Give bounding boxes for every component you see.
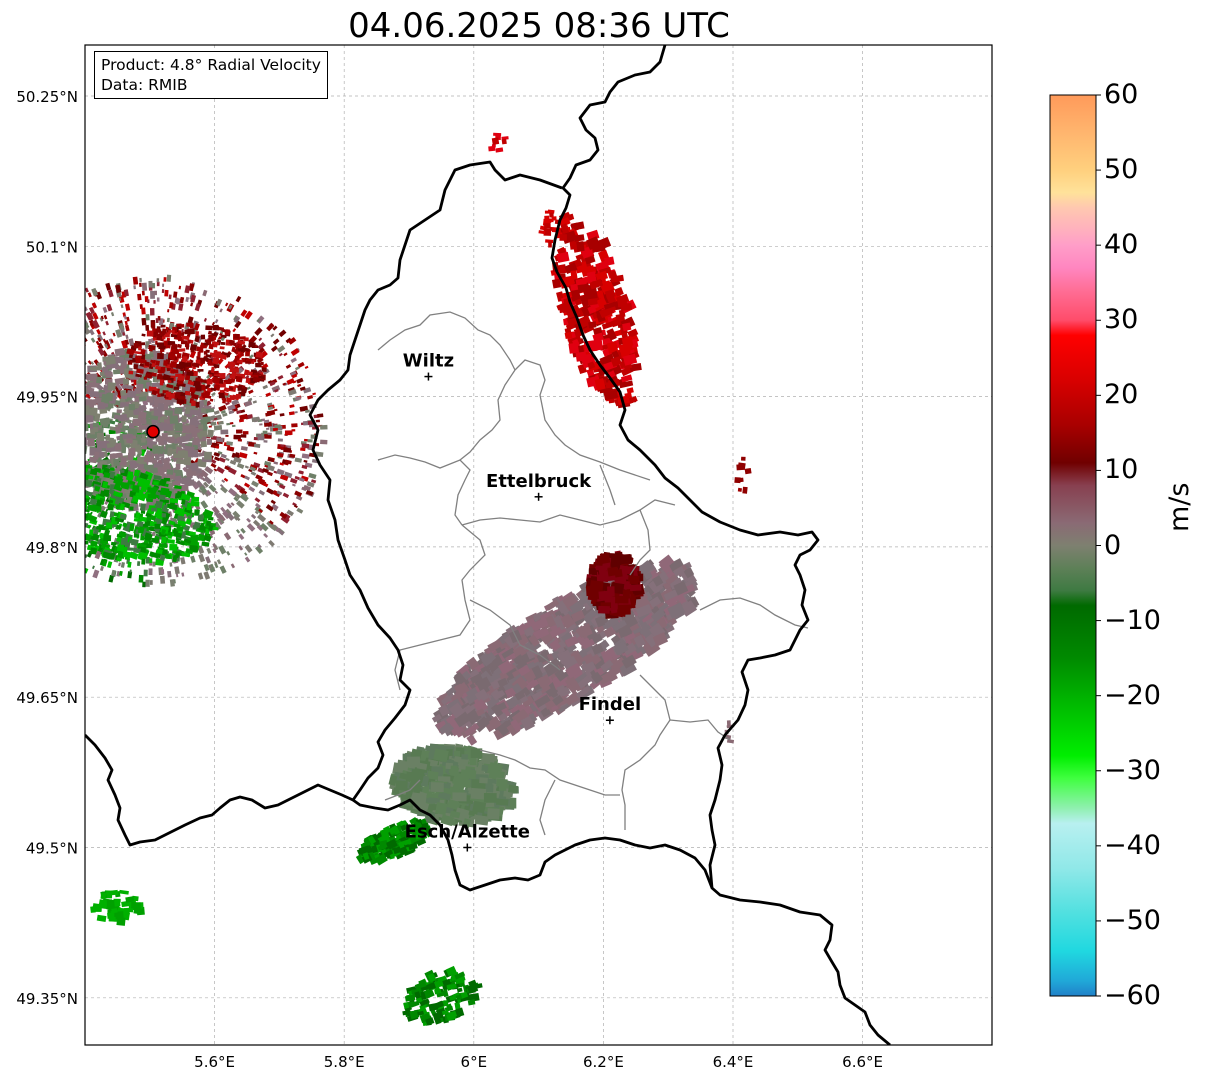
lat-label: 49.5°N — [26, 840, 78, 858]
product-label: Product: 4.8° Radial Velocity — [101, 56, 321, 74]
city-label: Ettelbruck — [486, 471, 592, 492]
colorbar — [1049, 94, 1101, 997]
colorbar-tick-label: 40 — [1104, 229, 1139, 261]
city-label: Esch/Alzette — [405, 822, 530, 843]
colorbar-tick-label: 50 — [1104, 154, 1139, 186]
colorbar-tick-label: −30 — [1104, 754, 1161, 786]
colorbar-tick-label: 20 — [1104, 379, 1139, 411]
colorbar-tick-label: 30 — [1104, 304, 1139, 336]
city-esch-alzette: Esch/Alzette — [405, 822, 530, 852]
echo-cluster — [585, 550, 645, 619]
echo-cluster — [538, 209, 567, 248]
lon-label: 5.8°E — [324, 1053, 365, 1071]
colorbar-tick-label: 0 — [1104, 529, 1122, 561]
city-wiltz: Wiltz — [403, 351, 454, 381]
echo-cluster — [734, 456, 752, 494]
lat-label: 49.35°N — [16, 990, 78, 1008]
echo-cluster — [85, 464, 219, 566]
colorbar-tick-label: 60 — [1104, 79, 1139, 110]
city-markers: Wiltz Ettelbruck Findel Esch/Alzette — [403, 351, 641, 852]
radar-site-marker[interactable] — [146, 424, 160, 439]
colorbar-tick-label: −20 — [1104, 679, 1161, 711]
echo-cluster — [488, 132, 509, 153]
city-label: Findel — [579, 694, 642, 715]
data-source-label: Data: RMIB — [101, 76, 188, 94]
lat-label: 50.1°N — [26, 238, 78, 256]
product-info-box: Product: 4.8° Radial Velocity Data: RMIB — [94, 51, 328, 99]
canton-boundaries — [377, 311, 809, 836]
colorbar-tick-label: −10 — [1104, 604, 1161, 636]
map-frame-border — [84, 44, 993, 1046]
colorbar-tick-label: 10 — [1104, 454, 1139, 486]
city-label: Wiltz — [403, 351, 454, 372]
map-frame-background — [85, 45, 992, 1045]
radar-site-dot[interactable] — [146, 424, 160, 439]
echo-cluster — [388, 743, 519, 829]
lon-label: 6.6°E — [842, 1053, 883, 1071]
map-title: 04.06.2025 08:36 UTC — [348, 6, 730, 46]
city-findel: Findel — [579, 694, 642, 725]
echo-cluster — [126, 322, 267, 408]
colorbar-unit-label: m/s — [1164, 482, 1195, 532]
city-ettelbruck: Ettelbruck — [486, 471, 592, 501]
lon-label: 6.2°E — [583, 1053, 624, 1071]
echo-cluster — [90, 889, 145, 926]
lon-label: 6°E — [461, 1053, 488, 1071]
lat-label: 49.65°N — [16, 689, 78, 707]
lat-label: 50.25°N — [16, 88, 78, 106]
colorbar-tick-label: −40 — [1104, 829, 1161, 861]
echo-cluster — [550, 211, 642, 409]
axis-labels: 50.25°N 50.1°N 49.95°N 49.8°N 49.65°N 49.5°N 4… — [16, 88, 883, 1071]
boundaries — [85, 45, 891, 1045]
colorbar-tick-label: −50 — [1104, 904, 1161, 936]
echo-cluster — [355, 816, 433, 866]
radar-echoes — [85, 132, 752, 1027]
colorbar-tick-label: −60 — [1104, 980, 1161, 1011]
lon-label: 5.6°E — [194, 1053, 235, 1071]
national-borders — [85, 45, 891, 1045]
lat-label: 49.8°N — [26, 539, 78, 557]
echo-cluster — [402, 965, 483, 1027]
lat-label: 49.95°N — [16, 389, 78, 407]
lon-label: 6.4°E — [713, 1053, 754, 1071]
